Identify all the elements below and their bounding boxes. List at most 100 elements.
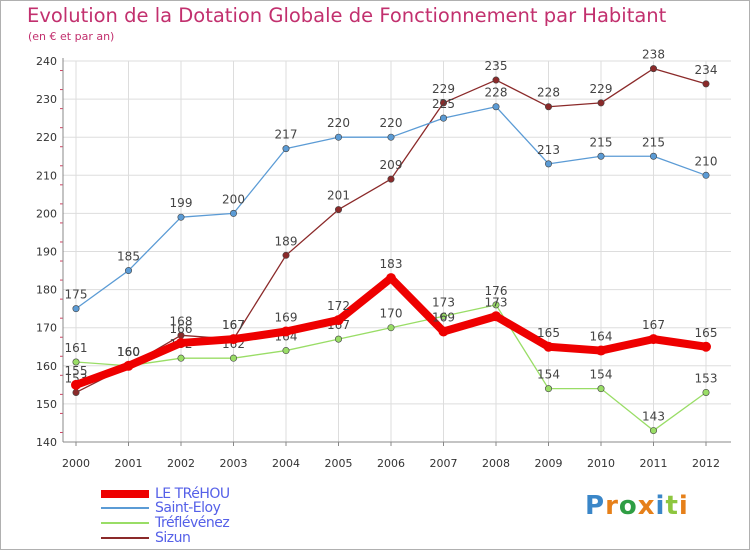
- data-point-treflevenez: [649, 427, 657, 435]
- y-tick-label: 150: [36, 398, 57, 411]
- proxiti-logo: Proxiti: [585, 491, 689, 521]
- data-point-saint-eloy: [282, 145, 290, 153]
- data-label-sizun: 229: [590, 82, 613, 96]
- logo-letter: i: [678, 491, 689, 521]
- data-label-sizun: 234: [695, 63, 718, 77]
- logo-letter: o: [618, 491, 638, 521]
- data-point-sizun: [282, 251, 290, 259]
- data-point-le-trehou: [123, 360, 134, 371]
- x-tick-label: 2011: [640, 457, 668, 470]
- data-point-sizun: [439, 99, 447, 107]
- legend-label-sizun: Sizun: [155, 530, 191, 546]
- logo-letter: x: [637, 491, 656, 521]
- data-point-sizun: [544, 103, 552, 111]
- data-label-sizun: 209: [380, 158, 403, 172]
- data-label-sizun: 201: [327, 189, 350, 203]
- data-point-le-trehou: [176, 337, 186, 348]
- y-tick-label: 140: [36, 436, 57, 449]
- data-label-saint-eloy: 210: [695, 154, 718, 168]
- x-tick-label: 2007: [430, 457, 458, 470]
- data-point-treflevenez: [334, 335, 342, 343]
- legend-swatch-le-trehou: [101, 490, 149, 498]
- y-tick-label: 180: [36, 284, 57, 297]
- data-point-saint-eloy: [492, 103, 500, 111]
- data-label-treflevenez: 143: [642, 410, 665, 424]
- data-label-saint-eloy: 215: [642, 135, 665, 149]
- data-point-saint-eloy: [597, 152, 605, 160]
- data-point-sizun: [387, 175, 395, 183]
- data-label-le-trehou: 165: [695, 326, 718, 340]
- data-label-sizun: 228: [537, 86, 560, 100]
- data-point-le-trehou: [71, 379, 81, 390]
- y-tick-label: 170: [36, 322, 57, 335]
- data-label-saint-eloy: 215: [590, 135, 613, 149]
- data-label-treflevenez: 160: [117, 345, 140, 359]
- data-label-le-trehou: 155: [65, 364, 88, 378]
- data-label-saint-eloy: 213: [537, 143, 560, 157]
- data-point-le-trehou: [228, 334, 239, 345]
- data-point-sizun: [649, 65, 657, 73]
- data-label-saint-eloy: 199: [170, 196, 193, 210]
- logo-letter: i: [655, 491, 666, 521]
- legend-item-saint-eloy: Saint-Eloy: [101, 500, 221, 516]
- chart-subtitle: (en € et par an): [28, 30, 115, 43]
- data-point-saint-eloy: [702, 171, 710, 179]
- data-point-le-trehou: [596, 345, 606, 356]
- data-point-treflevenez: [177, 354, 185, 362]
- data-point-saint-eloy: [72, 305, 80, 313]
- legend-swatch-sizun: [101, 537, 149, 539]
- data-point-saint-eloy: [177, 213, 185, 221]
- legend-label-le-trehou: LE TRéHOU: [155, 486, 230, 502]
- data-point-le-trehou: [333, 315, 344, 326]
- data-point-le-trehou: [648, 334, 659, 345]
- data-point-treflevenez: [544, 385, 552, 393]
- y-tick-label: 200: [36, 207, 57, 220]
- data-point-saint-eloy: [544, 160, 552, 168]
- data-point-sizun: [597, 99, 605, 107]
- x-tick-label: 2001: [115, 457, 143, 470]
- data-point-le-trehou: [281, 326, 291, 337]
- data-label-sizun: 229: [432, 82, 455, 96]
- x-tick-label: 2002: [167, 457, 195, 470]
- data-label-saint-eloy: 225: [432, 97, 455, 111]
- y-tick-label: 210: [36, 169, 57, 182]
- data-point-saint-eloy: [334, 133, 342, 141]
- data-label-le-trehou: 160: [117, 345, 140, 359]
- logo-letter: P: [585, 491, 606, 521]
- logo-letter: t: [665, 491, 679, 521]
- data-label-le-trehou: 183: [380, 257, 403, 271]
- data-label-sizun: 189: [275, 234, 298, 248]
- data-label-saint-eloy: 220: [327, 116, 350, 130]
- data-label-saint-eloy: 217: [275, 128, 298, 142]
- data-point-sizun: [702, 80, 710, 88]
- data-label-sizun: 238: [642, 48, 665, 62]
- data-label-sizun: 167: [222, 318, 245, 332]
- y-tick-label: 230: [36, 93, 57, 106]
- data-label-sizun: 160: [117, 345, 140, 359]
- data-label-le-trehou: 172: [327, 299, 350, 313]
- x-tick-label: 2008: [482, 457, 510, 470]
- x-tick-label: 2005: [325, 457, 353, 470]
- data-label-le-trehou: 167: [642, 318, 665, 332]
- data-point-treflevenez: [702, 388, 710, 396]
- data-label-le-trehou: 166: [170, 322, 193, 336]
- y-tick-label: 190: [36, 246, 57, 259]
- x-tick-label: 2012: [692, 457, 720, 470]
- data-point-treflevenez: [439, 312, 447, 320]
- data-point-le-trehou: [438, 326, 449, 337]
- data-label-sizun: 168: [170, 314, 193, 328]
- data-label-le-trehou: 169: [432, 311, 455, 325]
- data-point-sizun: [492, 76, 500, 84]
- data-point-treflevenez: [72, 358, 80, 366]
- y-tick-label: 240: [36, 55, 57, 68]
- data-label-treflevenez: 153: [695, 371, 718, 385]
- data-label-le-trehou: 173: [485, 295, 508, 309]
- data-label-saint-eloy: 228: [485, 86, 508, 100]
- data-label-treflevenez: 154: [537, 368, 560, 382]
- data-label-treflevenez: 176: [485, 284, 508, 298]
- x-tick-label: 2006: [377, 457, 405, 470]
- data-label-le-trehou: 164: [590, 330, 613, 344]
- data-label-treflevenez: 173: [432, 295, 455, 309]
- data-label-treflevenez: 170: [380, 307, 403, 321]
